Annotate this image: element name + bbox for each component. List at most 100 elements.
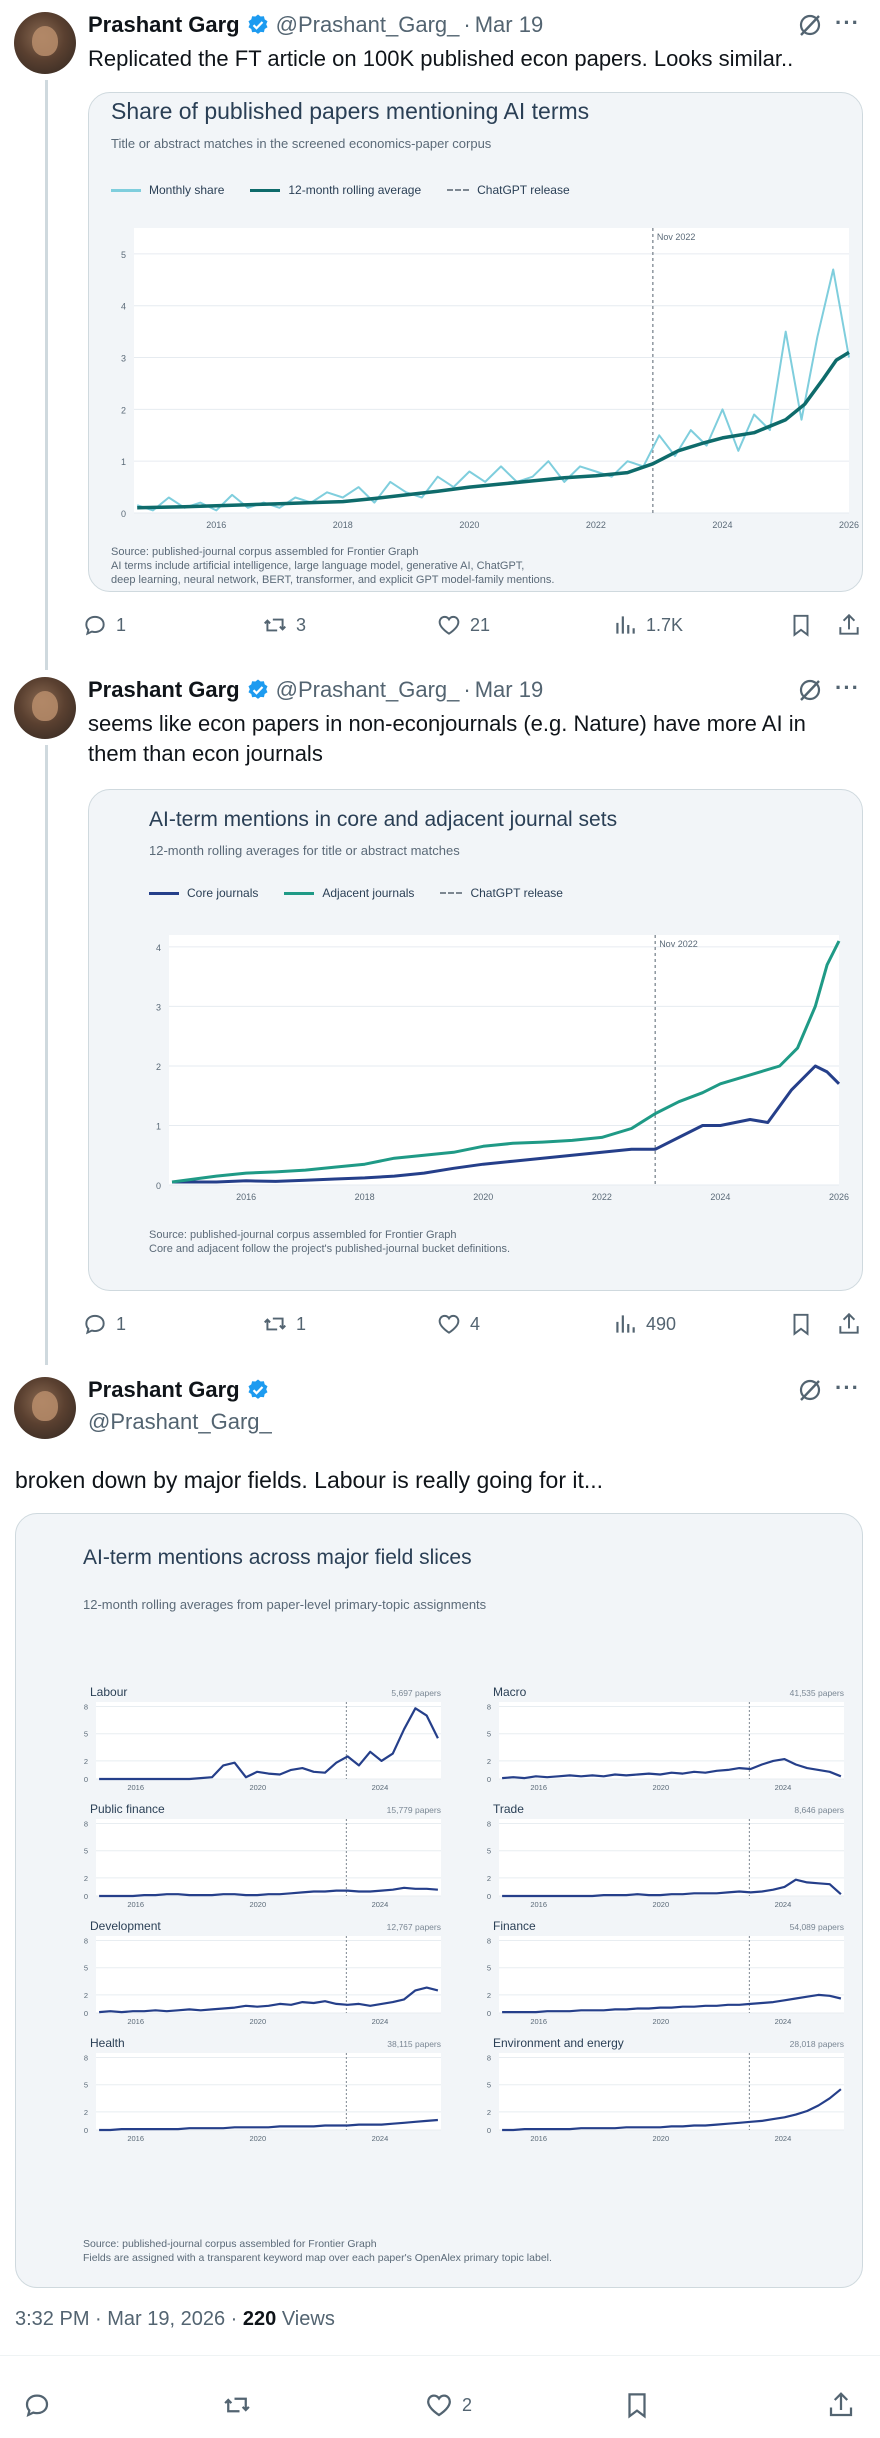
like-button[interactable]: 4 (436, 1311, 480, 1337)
x-tick-label: 2020 (249, 1900, 266, 1909)
x-tick-label: 2024 (775, 1783, 792, 1792)
y-tick-label: 8 (487, 1820, 491, 1829)
bookmark-button[interactable] (788, 612, 814, 638)
y-tick-label: 8 (487, 1703, 491, 1712)
thread-line (45, 80, 48, 670)
tweet-text: broken down by major fields. Labour is r… (15, 1467, 604, 1493)
y-tick-label: 5 (121, 250, 126, 260)
x-tick-label: 2020 (652, 1900, 669, 1909)
share-button[interactable] (836, 1311, 862, 1337)
tweet-1[interactable]: Prashant Garg @Prashant_Garg_ · Mar 19 ·… (0, 0, 880, 670)
x-tick-label: 2024 (372, 2134, 389, 2143)
y-tick-label: 2 (84, 1874, 88, 1883)
grok-icon[interactable] (797, 677, 823, 703)
timestamp-time[interactable]: 3:32 PM · Mar 19, 2026 · (15, 2308, 238, 2330)
facet-series-line (99, 1886, 438, 1898)
facet-background (499, 1819, 844, 1896)
more-options-icon[interactable]: ··· (835, 1375, 860, 1400)
like-button[interactable]: 21 (436, 612, 490, 638)
bookmark-button[interactable] (788, 1311, 814, 1337)
x-tick-label: 2024 (372, 1783, 389, 1792)
grok-icon[interactable] (797, 12, 823, 38)
y-tick-label: 0 (84, 2126, 88, 2135)
facet-title: Trade (493, 1802, 524, 1816)
more-options-icon[interactable]: ··· (835, 675, 860, 700)
author-handle[interactable]: @Prashant_Garg_ (275, 677, 460, 702)
y-tick-label: 5 (84, 1730, 88, 1739)
plot-background (134, 228, 849, 513)
x-tick-label: 2016 (127, 1783, 144, 1792)
views-button[interactable]: 1.7K (612, 612, 683, 638)
tweet-3-focused[interactable]: Prashant Garg @Prashant_Garg_ ··· broken… (0, 1365, 880, 2438)
like-button[interactable]: 2 (424, 2390, 472, 2420)
reply-button[interactable] (22, 2390, 52, 2420)
chart-card[interactable]: AI-term mentions across major field slic… (15, 1513, 863, 2288)
share-button[interactable] (836, 612, 862, 638)
repost-button[interactable] (222, 2390, 252, 2420)
y-tick-label: 2 (487, 1991, 491, 2000)
x-tick-label: 2020 (249, 1783, 266, 1792)
avatar[interactable] (14, 1377, 76, 1439)
bookmark-button[interactable] (622, 2390, 652, 2420)
author-name[interactable]: Prashant Garg (88, 677, 240, 702)
facet-title: Public finance (90, 1802, 165, 1816)
chart-plot-area: 0 1 2 3 4 2016 2018 2020 2022 2024 2026 Nov 2022 (156, 935, 849, 1202)
author-handle[interactable]: @Prashant_Garg_ (88, 1409, 272, 1434)
series-line-2 (137, 350, 850, 510)
like-count: 21 (470, 614, 491, 635)
repost-button[interactable]: 3 (262, 612, 306, 638)
share-icon (839, 1312, 859, 1334)
avatar[interactable] (14, 677, 76, 739)
repost-button[interactable]: 1 (262, 1311, 306, 1337)
y-tick-label: 0 (487, 2126, 491, 2135)
x-tick-label: 2020 (249, 2017, 266, 2026)
repost-icon (264, 618, 286, 632)
facet-background (499, 1936, 844, 2013)
reply-button[interactable]: 1 (82, 1311, 126, 1337)
share-button[interactable] (826, 2390, 856, 2420)
more-options-icon[interactable]: ··· (835, 10, 860, 35)
x-tick-label: 2024 (712, 520, 732, 530)
share-icon (829, 2392, 853, 2417)
facet-panel: Labour 5,697 papers 0 2 5 8 2016 2020 2024 (84, 1685, 441, 1792)
y-tick-label: 4 (156, 943, 161, 953)
author-handle[interactable]: @Prashant_Garg_ (275, 12, 460, 37)
y-tick-label: 8 (487, 2054, 491, 2063)
facet-title: Environment and energy (493, 2036, 624, 2050)
y-tick-label: 1 (156, 1121, 161, 1131)
y-tick-label: 2 (487, 2108, 491, 2117)
facet-background (96, 1702, 441, 1779)
grok-icon[interactable] (797, 1377, 823, 1403)
chart-source: Source: published-journal corpus assembl… (83, 2238, 552, 2264)
verified-badge-icon (248, 14, 268, 34)
facet-panel: Finance 54,089 papers 0 2 5 8 2016 2020 2024 (487, 1919, 844, 2026)
facet-paper-count: 41,535 papers (790, 1688, 844, 1698)
chart-card[interactable]: AI-term mentions in core and adjacent jo… (88, 789, 863, 1291)
views-count: 1.7K (646, 614, 684, 635)
x-tick-label: 2016 (530, 2134, 547, 2143)
reply-icon (25, 2394, 49, 2418)
divider (0, 2355, 880, 2356)
avatar[interactable] (14, 12, 76, 74)
views-count: 220 (242, 2308, 277, 2330)
chart-title: AI-term mentions across major field slic… (83, 1546, 472, 1569)
reply-button[interactable]: 1 (82, 612, 126, 638)
views-button[interactable]: 490 (612, 1311, 676, 1337)
x-tick-label: 2020 (249, 2134, 266, 2143)
chart-card[interactable]: Share of published papers mentioning AI … (88, 92, 863, 592)
facet-panel: Development 12,767 papers 0 2 5 8 2016 2020 2024 (84, 1919, 441, 2026)
facet-panel: Health 38,115 papers 0 2 5 8 2016 2020 2024 (84, 2036, 441, 2143)
tweet-date[interactable]: Mar 19 (474, 677, 544, 702)
tweet-2[interactable]: Prashant Garg @Prashant_Garg_ · Mar 19 ·… (0, 665, 880, 1365)
author-name[interactable]: Prashant Garg (88, 1377, 240, 1402)
y-tick-label: 3 (156, 1002, 161, 1012)
timestamp: 3:32 PM · Mar 19, 2026 · 220 Views (15, 2308, 335, 2331)
x-tick-label: 2022 (592, 1192, 612, 1202)
tweet-date[interactable]: Mar 19 (474, 12, 544, 37)
x-tick-label: 2020 (652, 1783, 669, 1792)
author-name[interactable]: Prashant Garg (88, 12, 240, 37)
y-tick-label: 8 (84, 1820, 88, 1829)
chart-source: Source: published-journal corpus assembl… (149, 1229, 511, 1255)
facet-panel: Macro 41,535 papers 0 2 5 8 2016 2020 2024 (487, 1685, 844, 1792)
